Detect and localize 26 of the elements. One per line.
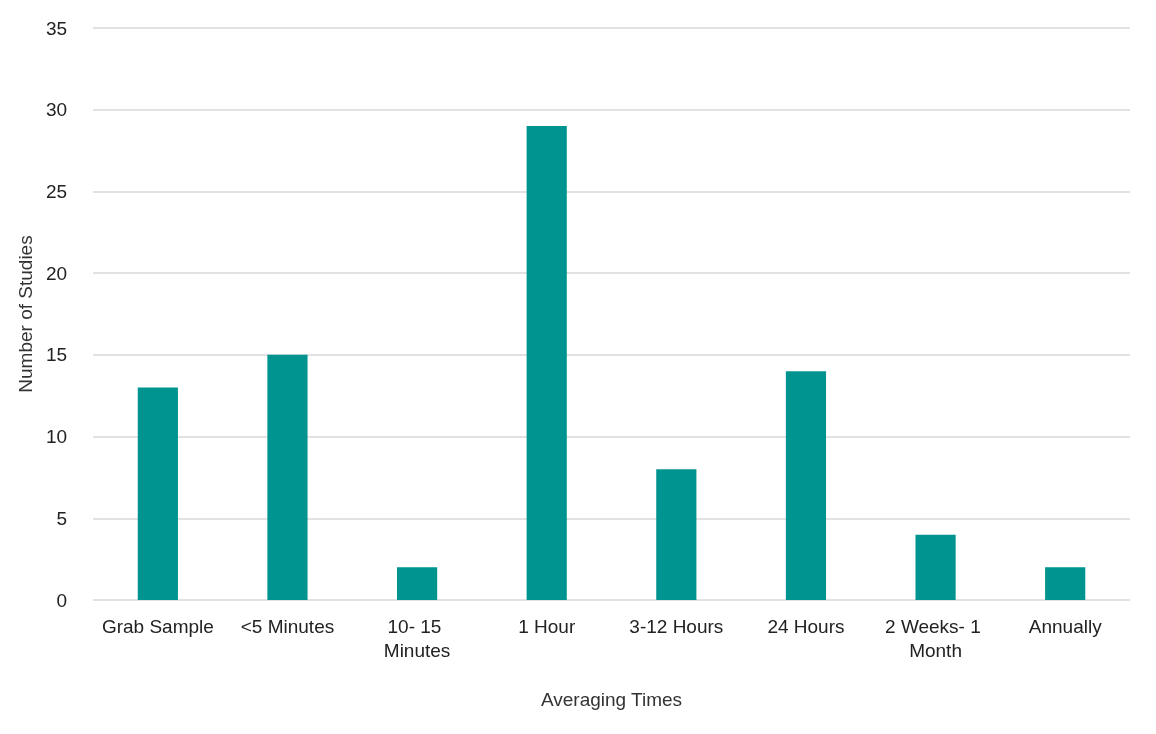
y-tick-label: 35 bbox=[45, 17, 68, 39]
x-tick-label: 2 Weeks- 1 Month bbox=[885, 615, 987, 661]
bar bbox=[915, 534, 956, 600]
y-tick-label: 15 bbox=[45, 344, 68, 366]
y-tick-label: 10 bbox=[45, 426, 68, 448]
x-tick-label: 24 Hours bbox=[767, 615, 845, 637]
y-tick-label: 25 bbox=[45, 180, 68, 202]
y-tick-label: 30 bbox=[45, 99, 68, 121]
y-tick-label: 5 bbox=[56, 507, 68, 529]
bar bbox=[1045, 567, 1086, 600]
y-tick-label: 0 bbox=[56, 589, 68, 611]
x-tick-label: <5 Minutes bbox=[240, 615, 335, 637]
x-tick-label: 10- 15 Minutes bbox=[383, 615, 451, 661]
x-tick-label: Grab Sample bbox=[101, 615, 214, 637]
bar bbox=[396, 567, 438, 600]
bar bbox=[785, 371, 827, 600]
bar bbox=[267, 354, 308, 600]
x-tick-label: 3-12 Hours bbox=[629, 615, 724, 637]
bar bbox=[137, 387, 178, 600]
x-tick-label: Annually bbox=[1028, 615, 1103, 637]
bar bbox=[656, 469, 697, 600]
y-tick-label: 20 bbox=[45, 262, 68, 284]
x-tick-label: 1 Hour bbox=[518, 615, 576, 637]
bar bbox=[526, 126, 567, 600]
y-axis-title: Number of Studies bbox=[15, 235, 36, 393]
x-axis-title: Averaging Times bbox=[540, 689, 683, 710]
